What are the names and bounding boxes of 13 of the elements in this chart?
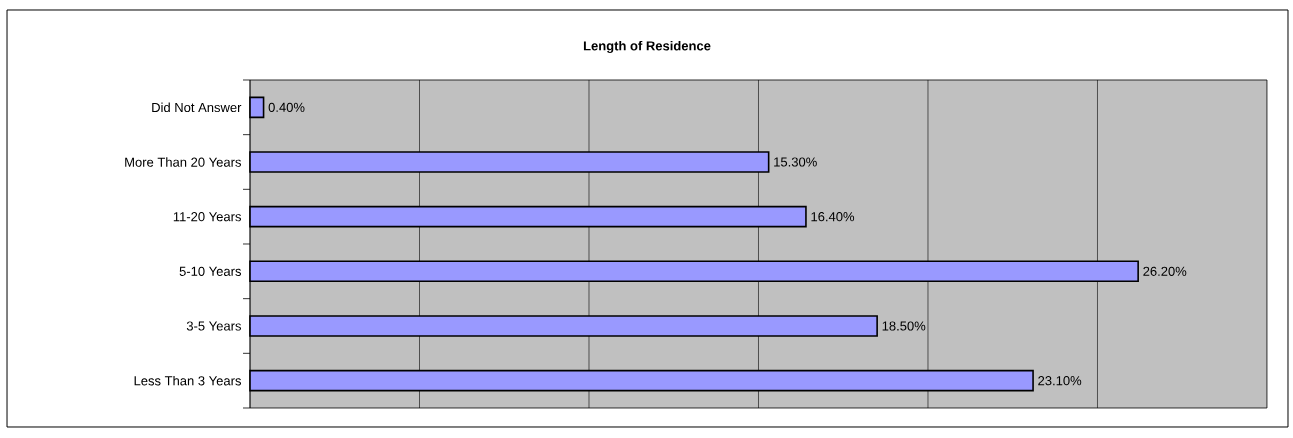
y-tick-label: More Than 20 Years — [125, 157, 241, 167]
data-label: 15.30% — [774, 157, 817, 167]
y-tick-label: 3-5 Years — [186, 321, 242, 331]
y-tick-label: 11-20 Years — [173, 212, 242, 222]
y-tick-label: Did Not Answer — [152, 102, 242, 113]
data-label: 26.20% — [1143, 266, 1187, 276]
chart-title: Length of Residence — [583, 40, 711, 54]
data-label: 0.40% — [268, 102, 305, 112]
data-label: 18.50% — [882, 321, 926, 331]
y-tick-label: Less Than 3 Years — [134, 375, 242, 386]
data-label: 23.10% — [1038, 376, 1082, 386]
data-label: 16.40% — [811, 212, 855, 222]
y-tick-label: 5-10 Years — [179, 266, 242, 276]
